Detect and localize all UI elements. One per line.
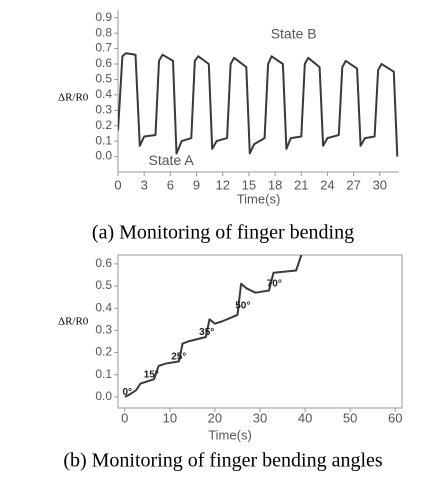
annotation: 50° (235, 301, 250, 312)
x-tick-label: 0 (114, 177, 121, 192)
y-tick-label: 0.1 (95, 133, 112, 147)
x-tick-label: 27 (346, 177, 360, 192)
caption: (a) Monitoring of finger bending (92, 222, 354, 244)
annotation: 35° (199, 327, 214, 338)
x-tick-label: 0 (121, 410, 128, 425)
y-tick-label: 0.2 (95, 345, 112, 359)
y-tick-label: 0.2 (95, 118, 112, 132)
x-axis-label: Time(s) (208, 427, 252, 442)
y-tick-label: 0.3 (95, 102, 112, 116)
annotation: 15° (144, 369, 159, 380)
y-tick-label: 0.3 (95, 323, 112, 337)
x-tick-label: 40 (298, 410, 312, 425)
y-axis-label: ΔR/R0 (58, 92, 89, 104)
plot-frame (117, 254, 403, 409)
y-tick-label: 0.8 (95, 25, 112, 39)
x-tick-label: 15 (242, 177, 256, 192)
x-tick-label: 30 (253, 410, 267, 425)
x-tick-label: 20 (208, 410, 222, 425)
y-tick-label: 0.4 (95, 87, 112, 101)
x-tick-label: 3 (141, 177, 148, 192)
x-tick-label: 30 (373, 177, 387, 192)
y-tick-label: 0.7 (95, 41, 112, 55)
x-tick-label: 10 (163, 410, 177, 425)
x-tick-label: 50 (343, 410, 357, 425)
x-tick-label: 24 (320, 177, 334, 192)
x-axis-label: Time(s) (237, 191, 281, 206)
x-tick-label: 12 (215, 177, 229, 192)
x-tick-label: 21 (294, 177, 308, 192)
x-tick-label: 60 (388, 410, 402, 425)
y-axis-label: ΔR/R0 (58, 316, 89, 328)
y-tick-label: 0.5 (95, 72, 112, 86)
y-tick-label: 0.9 (95, 10, 112, 24)
y-tick-label: 0.1 (95, 367, 112, 381)
y-tick-label: 0.5 (95, 278, 112, 292)
y-tick-label: 0.0 (95, 149, 112, 163)
y-tick-label: 0.6 (95, 56, 112, 70)
annotation: State B (271, 25, 317, 41)
y-tick-label: 0.6 (95, 256, 112, 270)
annotation: 0° (123, 387, 133, 398)
data-line (124, 255, 303, 398)
annotation: 70° (267, 278, 282, 289)
caption: (b) Monitoring of finger bending angles (63, 450, 383, 472)
data-line (118, 52, 399, 157)
y-tick-label: 0.4 (95, 300, 112, 314)
x-tick-label: 18 (268, 177, 282, 192)
y-tick-label: 0.0 (95, 389, 112, 403)
x-tick-label: 9 (193, 177, 200, 192)
x-tick-label: 6 (167, 177, 174, 192)
annotation: State A (149, 152, 195, 168)
annotation: 25° (171, 352, 186, 363)
